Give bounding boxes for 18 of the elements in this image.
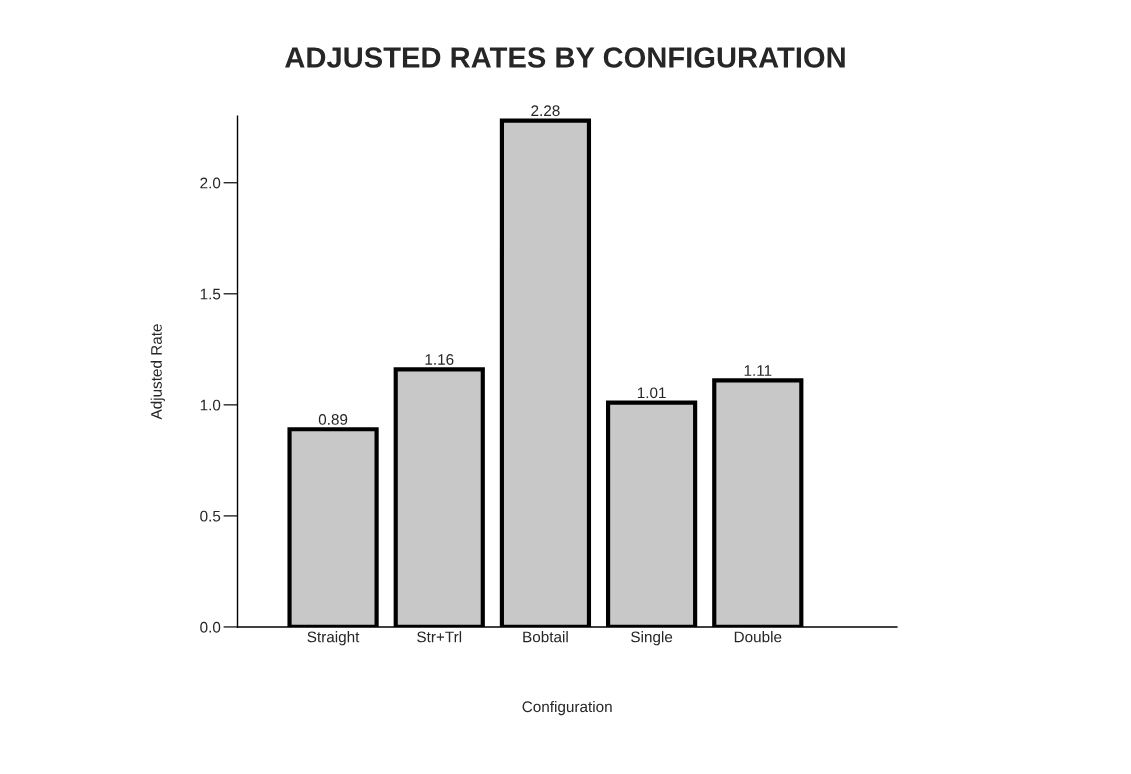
- data-label: 0.89: [318, 414, 348, 425]
- chart-title: ADJUSTED RATES BY CONFIGURATION: [285, 47, 845, 68]
- y-tick-label: 0.0: [200, 621, 221, 633]
- data-label: 1.11: [744, 365, 772, 376]
- x-tick-label: Bobtail: [523, 631, 568, 643]
- y-tick-label: 0.5: [200, 510, 221, 522]
- x-tick-label: Str+Trl: [417, 631, 462, 643]
- x-tick-label: Straight: [307, 631, 360, 646]
- x-axis-title: Configuration: [522, 700, 612, 716]
- data-label: 1.01: [637, 387, 666, 399]
- y-axis-title: Adjusted Rate: [150, 324, 165, 420]
- y-tick-label: 1.0: [200, 399, 221, 411]
- data-label: 2.28: [531, 105, 560, 117]
- x-tick-label: Double: [734, 631, 782, 643]
- data-label: 1.16: [425, 354, 454, 365]
- x-tick-label: Single: [631, 631, 673, 646]
- y-tick-label: 1.5: [200, 288, 221, 300]
- y-tick-label: 2.0: [200, 177, 221, 189]
